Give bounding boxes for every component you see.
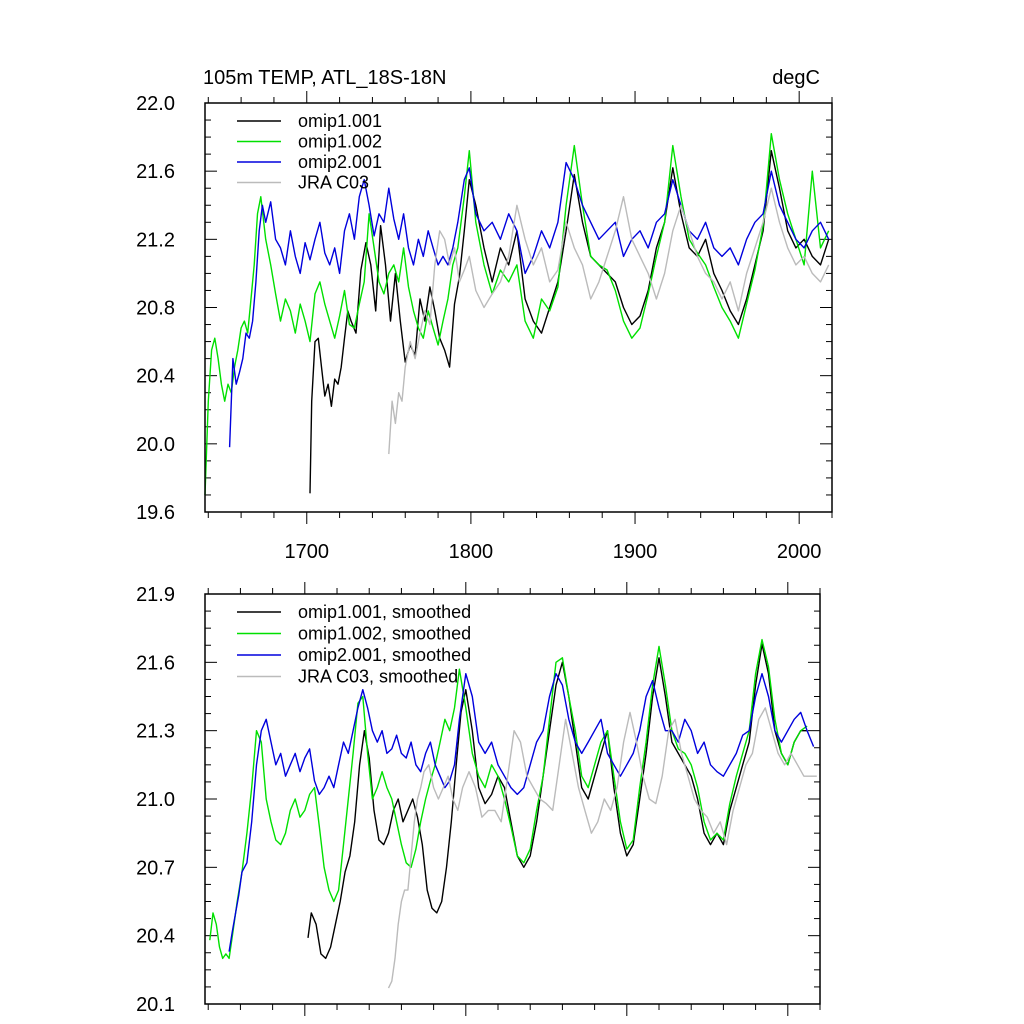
bottom-chart-axes: 20.1 20.4 20.7 21.0 21.3 21.6 21.9: [136, 582, 821, 1016]
y-tick-label: 21.6: [136, 161, 175, 183]
top-chart-frame: [204, 102, 833, 513]
y-tick-label: 20.7: [136, 857, 175, 879]
y-tick-label: 20.0: [136, 434, 175, 456]
y-tick-label: 20.4: [136, 926, 175, 948]
y-tick-label: 19.6: [136, 502, 175, 524]
y-tick-label: 21.0: [136, 789, 175, 811]
y-tick-label: 20.1: [136, 994, 175, 1016]
x-tick-label: 2000: [777, 541, 822, 563]
series-line-omip1-001: [309, 149, 830, 494]
legend-label: omip2.001, smoothed: [298, 645, 471, 665]
y-tick-label: 21.6: [136, 652, 175, 674]
top-chart-axes: 1700 1800 1900 2000 19.6 20.0 20.4 20.8 21.2 21.6…: [136, 91, 833, 563]
y-tick-label: 20.8: [136, 298, 175, 320]
y-tick-label: 20.4: [136, 366, 175, 388]
legend-label: omip1.001, smoothed: [298, 602, 471, 622]
y-tick-label: 21.9: [136, 584, 175, 606]
series-line-jra-c03-smoothed: [387, 707, 817, 989]
bottom-chart: 20.1 20.4 20.7 21.0 21.3 21.6 21.9 omip1.001, …: [136, 582, 821, 1016]
top-chart-series: [204, 132, 830, 496]
series-line-omip2-001-smoothed: [228, 673, 815, 952]
top-chart: 105m TEMP, ATL_18S-18N degC 1700 1800 1900…: [136, 67, 833, 563]
legend-label: omip1.002, smoothed: [298, 624, 471, 644]
legend-label: JRA C03: [298, 173, 369, 193]
series-line-jra-c03: [388, 187, 830, 455]
bottom-chart-series: [209, 638, 817, 989]
series-line-omip2-001: [228, 161, 830, 448]
series-line-omip1-002-smoothed: [209, 638, 808, 960]
top-chart-units: degC: [772, 67, 820, 89]
legend-label: omip1.002: [298, 132, 382, 152]
x-tick-label: 1900: [613, 541, 658, 563]
y-tick-label: 22.0: [136, 93, 175, 115]
legend-label: omip2.001: [298, 152, 382, 172]
x-tick-label: 1700: [285, 541, 330, 563]
top-chart-title: 105m TEMP, ATL_18S-18N: [203, 67, 446, 89]
bottom-chart-frame: [204, 593, 821, 1005]
series-line-omip1-001-smoothed: [307, 643, 808, 960]
legend-label: JRA C03, smoothed: [298, 667, 458, 687]
legend-label: omip1.001: [298, 111, 382, 131]
y-tick-label: 21.3: [136, 721, 175, 743]
y-tick-label: 21.2: [136, 229, 175, 251]
x-tick-label: 1800: [449, 541, 494, 563]
